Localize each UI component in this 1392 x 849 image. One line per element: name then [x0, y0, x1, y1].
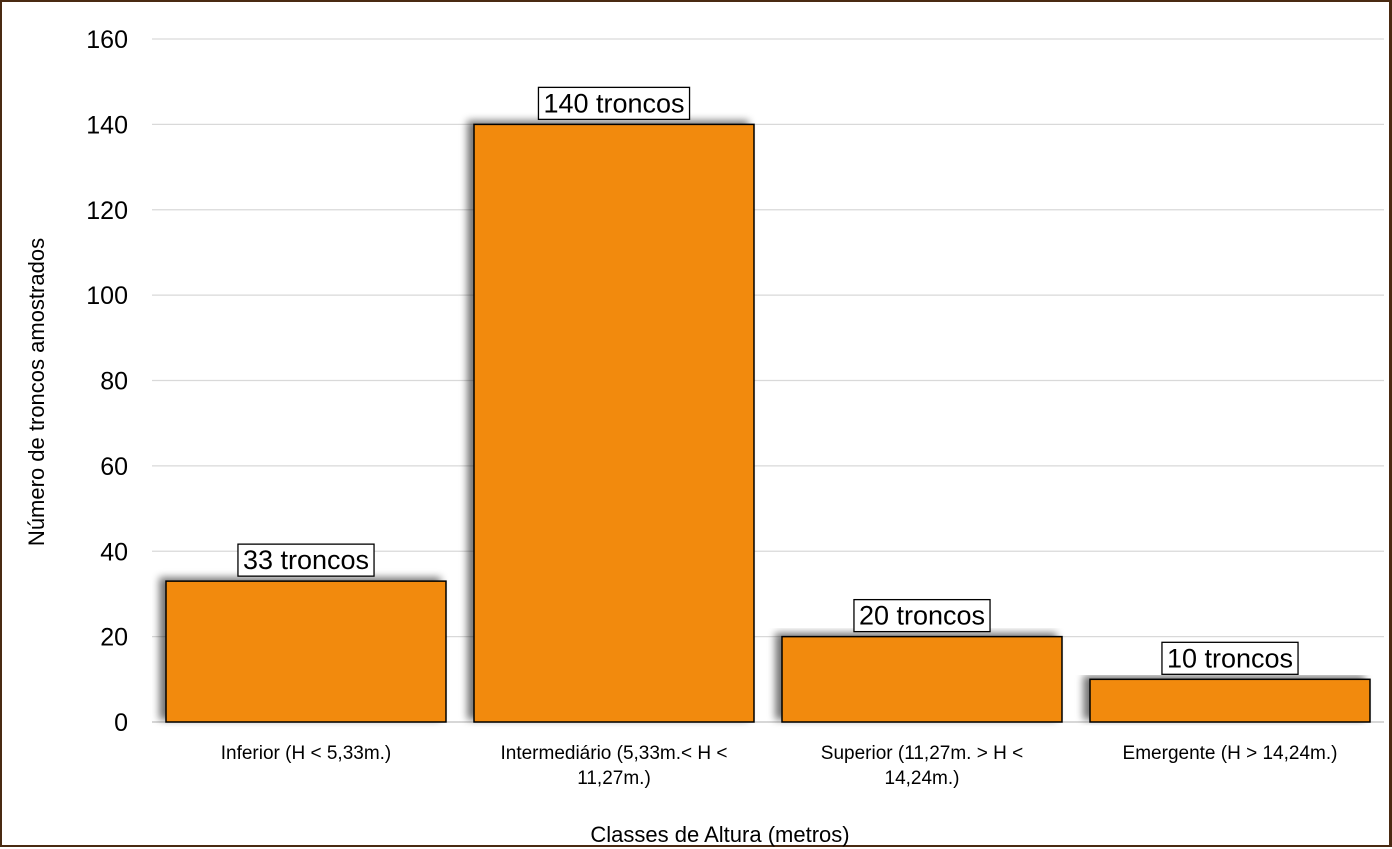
x-category-label: Superior (11,27m. > H < — [821, 743, 1023, 764]
y-tick-label: 100 — [86, 282, 128, 310]
y-tick-label: 40 — [100, 538, 128, 566]
data-label-box — [1161, 641, 1299, 675]
bar — [1089, 678, 1371, 723]
x-category-label: Intermediário (5,33m.< H < — [500, 743, 727, 764]
y-tick-label: 140 — [86, 111, 128, 139]
data-label-text: 10 troncos — [1167, 643, 1293, 673]
x-axis-categories: Inferior (H < 5,33m.) Intermediário (5,33… — [221, 743, 1338, 789]
bar — [165, 580, 447, 723]
x-category-label: Emergente (H > 14,24m.) — [1123, 743, 1338, 764]
x-category-label: 14,24m.) — [885, 768, 960, 789]
y-axis-ticks: 0 20 40 60 80 100 120 140 160 — [86, 26, 128, 737]
y-tick-label: 0 — [114, 709, 128, 737]
x-category-label: Inferior (H < 5,33m.) — [221, 743, 392, 764]
data-label-text: 140 troncos — [543, 88, 684, 118]
data-label: 33 troncos — [237, 543, 375, 577]
y-axis-title: Número de troncos amostrados — [24, 238, 49, 546]
data-label-text: 33 troncos — [243, 545, 369, 575]
x-axis-title: Classes de Altura (metros) — [590, 822, 849, 847]
y-tick-label: 160 — [86, 26, 128, 54]
data-labels: 33 troncos 140 troncos 20 troncos 10 tronco… — [237, 86, 1299, 675]
y-tick-label: 80 — [100, 368, 128, 396]
data-label-text: 20 troncos — [859, 601, 985, 631]
data-label-box — [853, 598, 991, 633]
data-label: 20 troncos — [853, 598, 991, 633]
data-label-box — [537, 86, 691, 121]
data-label: 140 troncos — [537, 86, 691, 121]
y-tick-label: 20 — [100, 624, 128, 652]
x-category-label: 11,27m.) — [577, 768, 651, 789]
data-label-box — [237, 543, 375, 577]
y-tick-label: 60 — [100, 453, 128, 481]
bars — [165, 123, 1371, 723]
bar — [473, 123, 755, 723]
bar — [781, 635, 1063, 723]
data-label: 10 troncos — [1161, 641, 1299, 675]
y-tick-label: 120 — [86, 197, 128, 225]
